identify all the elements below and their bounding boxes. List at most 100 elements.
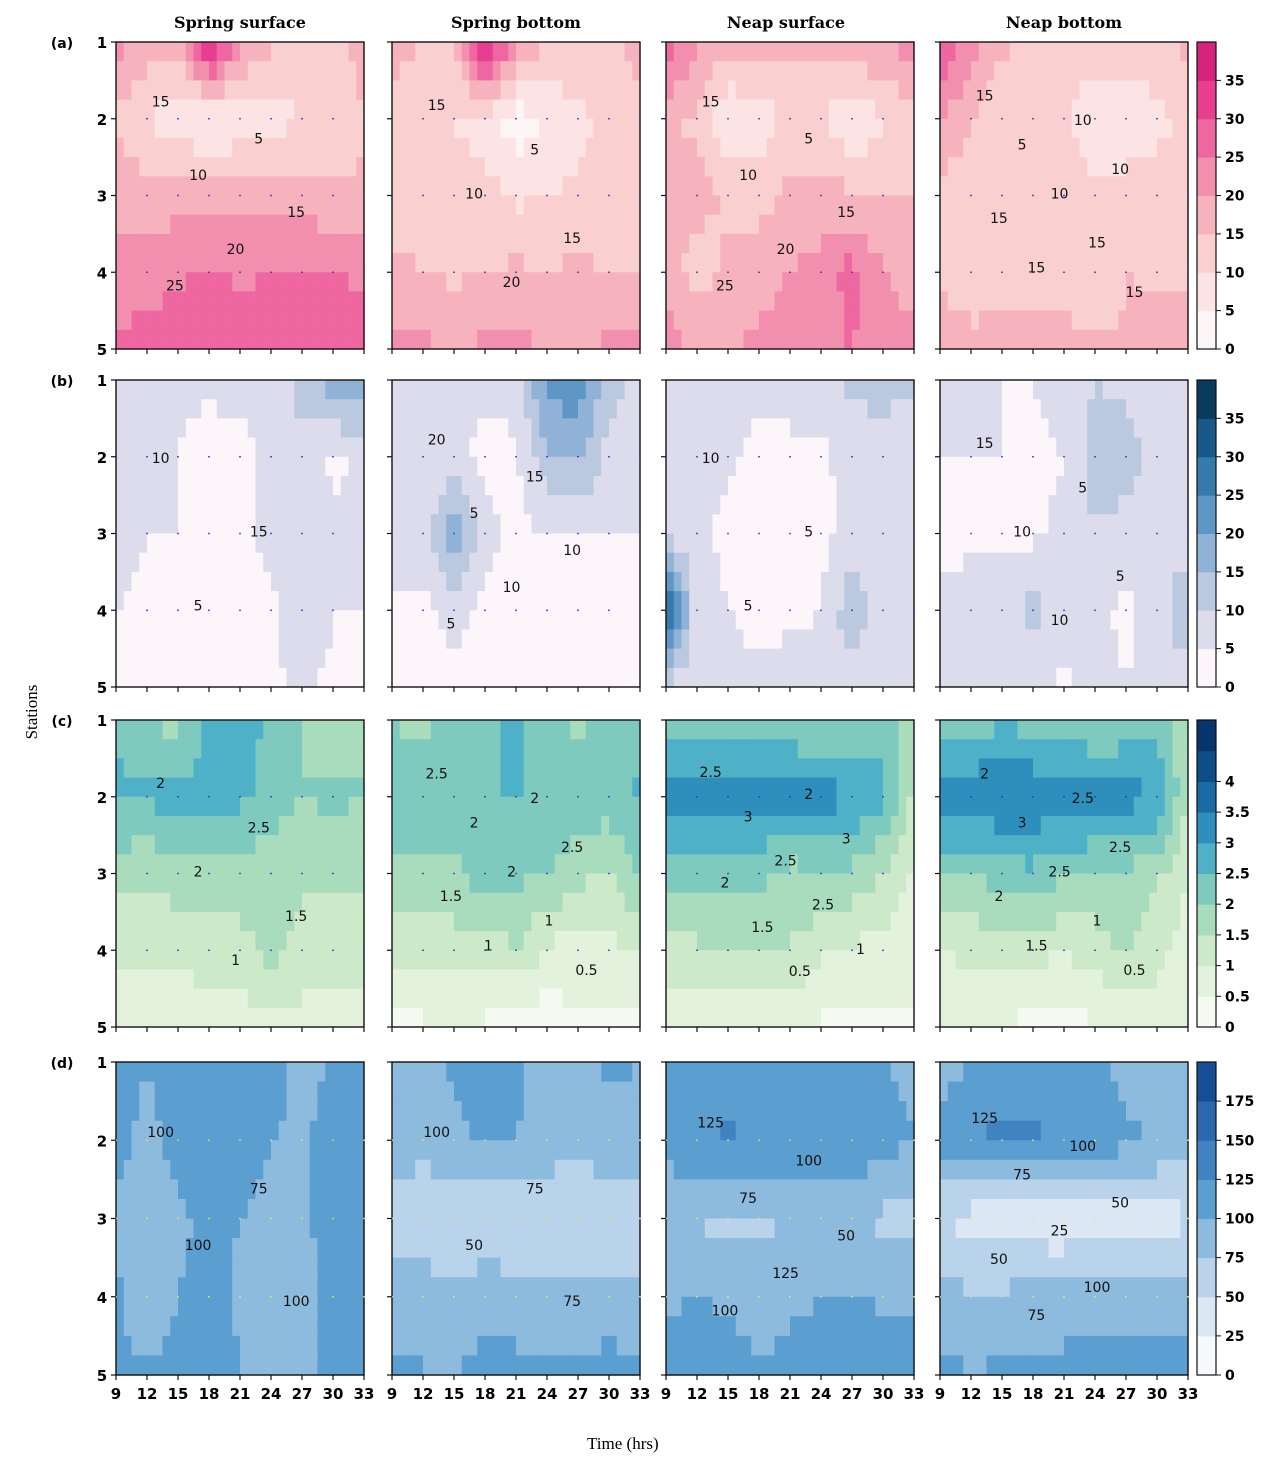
contour-cell (309, 610, 319, 631)
contour-cell (240, 854, 249, 875)
contour-cell (1180, 310, 1189, 331)
contour-cell (859, 456, 869, 477)
contour-cell (139, 399, 148, 419)
contour-cell (1157, 137, 1166, 158)
contour-cell (673, 176, 683, 197)
contour-cell (485, 157, 494, 177)
contour-cell (906, 533, 915, 554)
contour-cell (1017, 552, 1026, 573)
contour-cell (224, 475, 233, 496)
contour-cell (500, 456, 509, 477)
contour-cell (255, 629, 264, 650)
contour-cell (485, 552, 494, 573)
contour-cell (294, 253, 303, 273)
contour-cell (697, 61, 706, 81)
contour-cell (1056, 629, 1065, 650)
contour-cell (154, 176, 164, 197)
contour-cell (1056, 399, 1065, 419)
contour-cell (1009, 629, 1019, 650)
contour-cell (407, 380, 416, 400)
contour-cell (947, 329, 957, 350)
contour-cell (601, 99, 610, 120)
contour-cell (500, 291, 509, 312)
contour-cell (844, 61, 853, 81)
contour-cell (286, 533, 295, 554)
contour-cell (454, 176, 463, 197)
contour-cell (508, 272, 517, 293)
contour-cell (139, 720, 148, 740)
contour-cell (147, 437, 156, 458)
contour-cell (906, 157, 915, 177)
contour-cell (994, 514, 1003, 535)
contour-cell (147, 214, 156, 235)
contour-cell (1141, 329, 1150, 350)
contour-cell (1025, 291, 1034, 312)
contour-cell (828, 157, 838, 177)
contour-cell (1071, 118, 1081, 139)
contour-cell (963, 418, 972, 439)
contour-cell (766, 667, 776, 688)
contour-cell (178, 418, 187, 439)
contour-cell (1025, 667, 1034, 688)
contour-cell (1033, 495, 1042, 515)
contour-cell (325, 418, 334, 439)
contour-cell (689, 310, 698, 331)
contour-cell (508, 629, 517, 650)
contour-cell (131, 815, 140, 836)
contour-cell (193, 99, 202, 120)
contour-cell (978, 648, 988, 669)
contour-cell (139, 777, 148, 798)
contour-cell (666, 533, 675, 554)
contour-cell (994, 61, 1003, 81)
contour-cell (1009, 99, 1019, 120)
contour-cell (392, 591, 401, 611)
contour-cell (438, 571, 447, 592)
contour-cell (1002, 195, 1011, 216)
contour-cell (485, 61, 494, 81)
contour-cell (333, 272, 342, 293)
contour-cell (294, 950, 303, 971)
contour-cell (216, 118, 226, 139)
colorbar-swatch (1197, 272, 1216, 312)
contour-cell (986, 495, 995, 515)
contour-cell (278, 380, 288, 400)
contour-cell (438, 291, 447, 312)
contour-cell (1126, 648, 1135, 669)
contour-cell (735, 571, 745, 592)
contour-cell (333, 591, 342, 611)
contour-cell (477, 80, 486, 101)
contour-cell (232, 739, 241, 759)
contour-cell (247, 796, 257, 817)
contour-cell (1110, 533, 1119, 554)
contour-cell (774, 42, 783, 62)
contour-cell (616, 176, 626, 197)
contour-cell (1180, 399, 1189, 419)
contour-cell (348, 911, 357, 932)
contour-cell (986, 157, 995, 177)
contour-cell (859, 514, 869, 535)
contour-cell (309, 437, 319, 458)
contour-cell (673, 380, 683, 400)
contour-cell (438, 99, 447, 120)
contour-cell (782, 629, 791, 650)
contour-cell (585, 533, 595, 554)
contour-cell (689, 80, 698, 101)
contour-cell (477, 61, 486, 81)
contour-cell (720, 495, 729, 515)
contour-cell (131, 796, 140, 817)
contour-cell (1071, 629, 1081, 650)
contour-cell (240, 610, 249, 631)
contour-cell (947, 610, 957, 631)
contour-cell (162, 437, 171, 458)
contour-cell (201, 291, 210, 312)
contour-cell (224, 911, 233, 932)
contour-cell (751, 137, 760, 158)
contour-cell (356, 950, 365, 971)
contour-cell (356, 437, 365, 458)
contour-cell (1056, 176, 1065, 197)
contour-cell (407, 80, 416, 101)
contour-cell (971, 399, 980, 419)
contour-cell (454, 291, 463, 312)
contour-cell (562, 291, 571, 312)
contour-cell (821, 456, 830, 477)
